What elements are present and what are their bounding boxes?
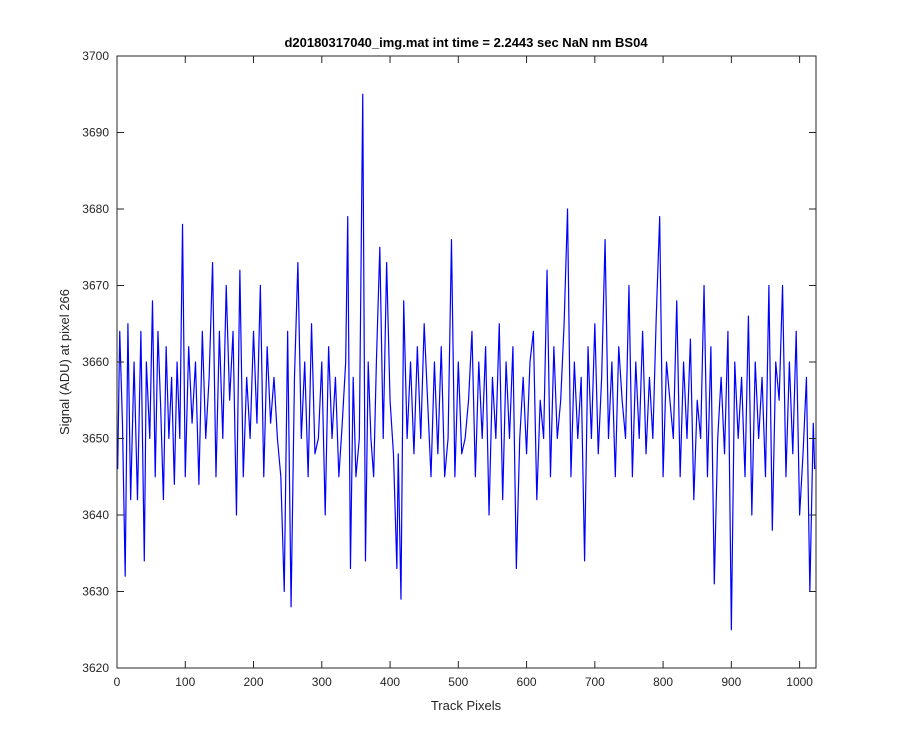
axes: 0 100 200 300 400 500 600 700 800 900 1000 3620 3630… bbox=[82, 49, 817, 689]
x-tick-label: 300 bbox=[312, 675, 332, 689]
y-tick-label: 3680 bbox=[82, 202, 109, 216]
series-line-0 bbox=[117, 93, 816, 631]
y-tick-label: 3640 bbox=[82, 508, 109, 522]
x-tick-label: 100 bbox=[175, 675, 195, 689]
x-tick-label: 0 bbox=[114, 675, 121, 689]
x-tick-label: 200 bbox=[244, 675, 264, 689]
x-tick-label: 400 bbox=[380, 675, 400, 689]
x-tick-label: 600 bbox=[517, 675, 537, 689]
y-tick-label: 3650 bbox=[82, 432, 109, 446]
y-axis-label: Signal (ADU) at pixel 266 bbox=[57, 289, 72, 435]
y-tick-label: 3690 bbox=[82, 126, 109, 140]
x-tick-label: 900 bbox=[721, 675, 741, 689]
chart-title: d20180317040_img.mat int time = 2.2443 s… bbox=[284, 35, 648, 50]
y-tick-label: 3620 bbox=[82, 661, 109, 675]
x-tick-label: 700 bbox=[585, 675, 605, 689]
y-tick-label: 3660 bbox=[82, 355, 109, 369]
x-tick-label: 500 bbox=[448, 675, 468, 689]
series-layer bbox=[117, 93, 816, 631]
x-tick-label: 1000 bbox=[786, 675, 813, 689]
y-tick-label: 3630 bbox=[82, 585, 109, 599]
x-tick-label: 800 bbox=[653, 675, 673, 689]
y-tick-label: 3700 bbox=[82, 49, 109, 63]
y-tick-label: 3670 bbox=[82, 279, 109, 293]
x-axis-label: Track Pixels bbox=[431, 698, 502, 713]
